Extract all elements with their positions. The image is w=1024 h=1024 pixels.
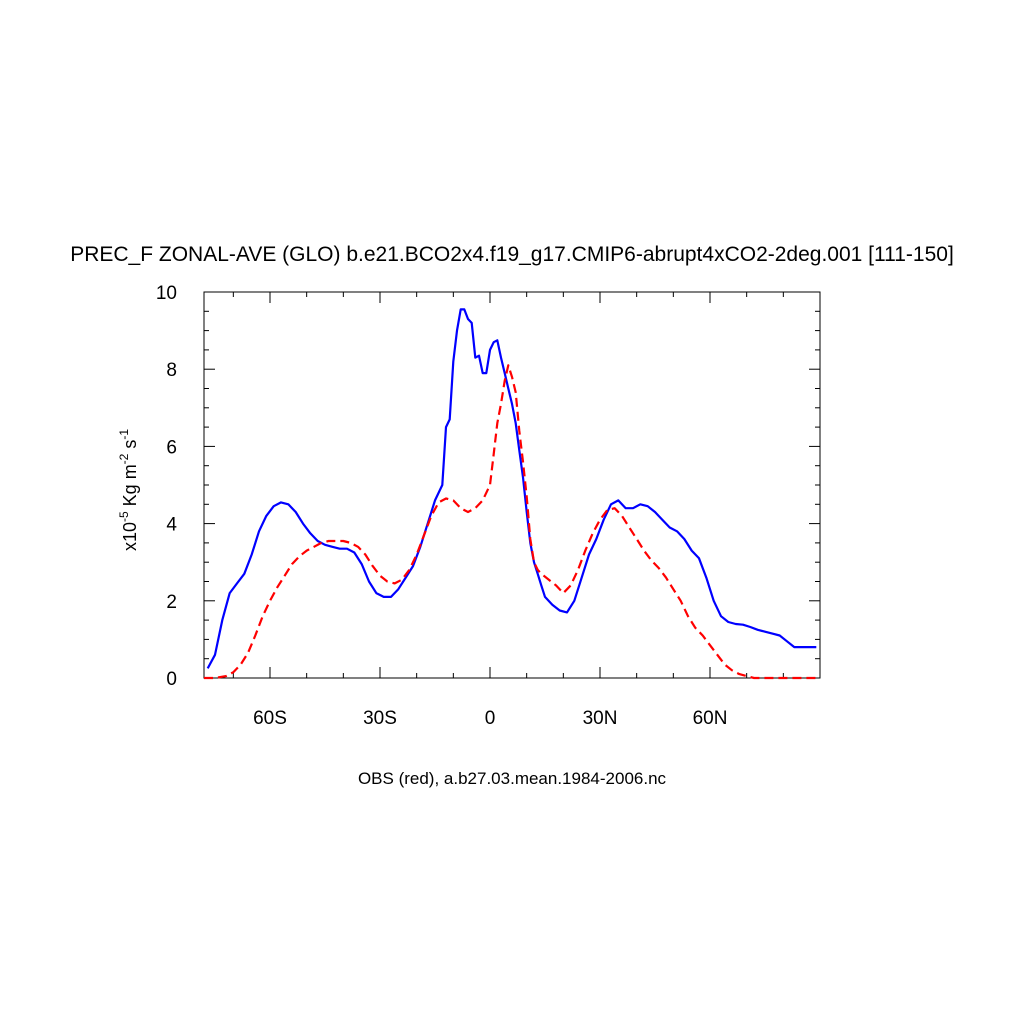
x-axis-ticks: 60S 30S 0 30N 60N bbox=[232, 292, 821, 729]
model-series-line bbox=[206, 308, 817, 669]
series-layer bbox=[204, 308, 820, 680]
x-tick-label: 60S bbox=[253, 708, 287, 729]
x-tick-label: 0 bbox=[485, 708, 496, 729]
chart-title: PREC_F ZONAL-AVE (GLO) b.e21.BCO2x4.f19_… bbox=[70, 243, 954, 266]
y-tick-label: 0 bbox=[166, 669, 177, 690]
y-tick-label: 10 bbox=[156, 283, 177, 304]
chart-footer: OBS (red), a.b27.03.mean.1984-2006.nc bbox=[358, 769, 667, 788]
y-axis-ticks: 0 2 4 6 8 10 bbox=[156, 283, 820, 690]
y-tick-label: 2 bbox=[166, 592, 177, 613]
x-tick-label: 30N bbox=[583, 708, 618, 729]
obs-series-line bbox=[204, 364, 820, 680]
y-tick-label: 4 bbox=[166, 515, 177, 536]
y-tick-label: 8 bbox=[166, 360, 177, 381]
x-tick-label: 30S bbox=[363, 708, 397, 729]
y-axis-label: x10-5 Kg m-2 s-1 bbox=[117, 429, 140, 551]
y-tick-label: 6 bbox=[166, 437, 177, 458]
x-tick-label: 60N bbox=[693, 708, 728, 729]
